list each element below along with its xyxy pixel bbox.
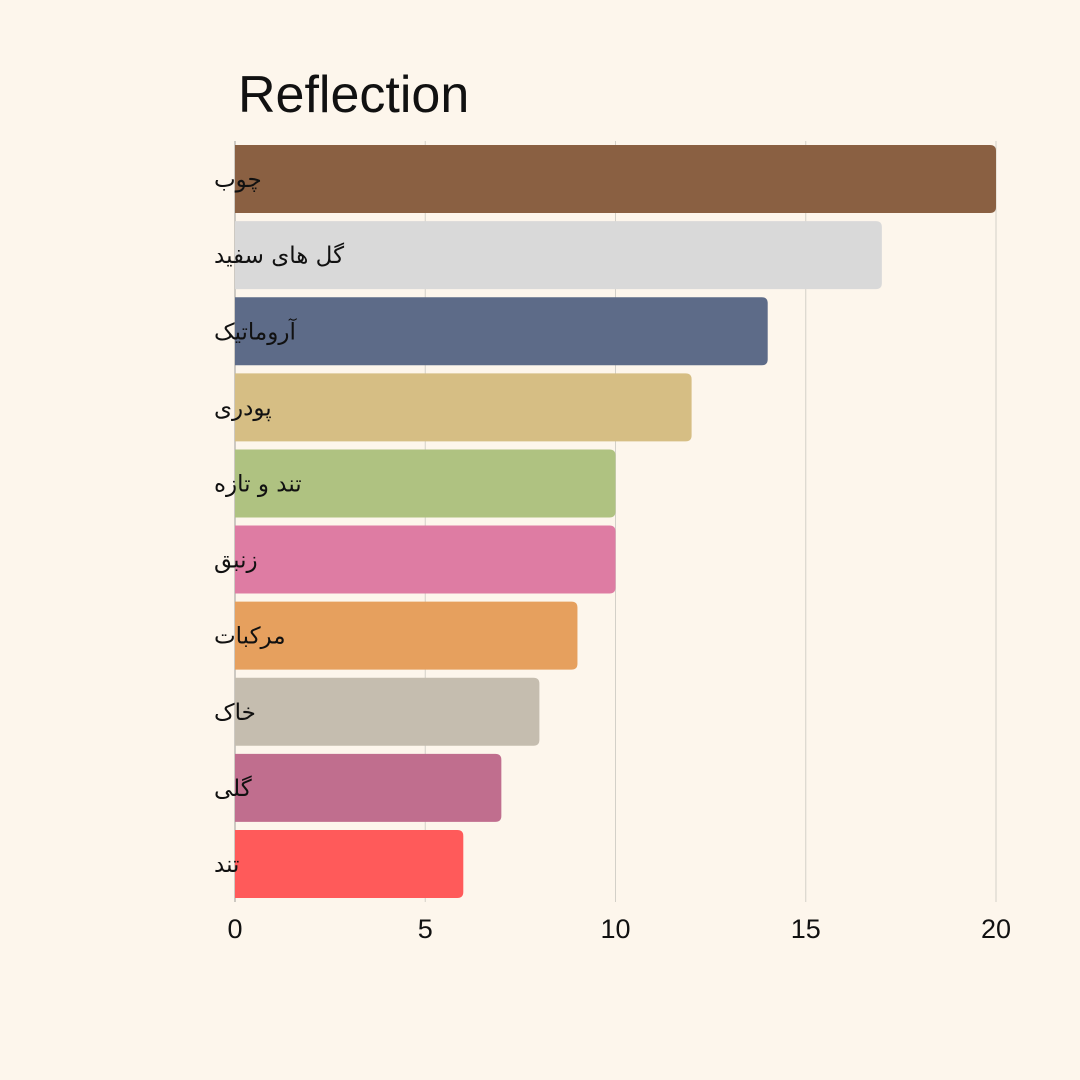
category-label-4: پودری [214,395,272,421]
category-label-10: تند [214,852,239,878]
bar-8 [235,677,540,746]
bar-2 [235,221,882,290]
category-label-6: زنبق [214,548,258,574]
bar-9 [235,753,502,822]
category-label-2: گل های سفید [214,242,344,269]
x-tick-label-0: 0 [227,914,242,944]
x-tick-label-5: 5 [418,914,433,944]
category-label-9: گلی [214,775,252,802]
x-tick-label-15: 15 [791,914,821,944]
bar-10 [235,829,464,898]
bar-7 [235,601,578,670]
bar-3 [235,297,768,366]
category-label-1: چوب [214,167,262,193]
category-label-3: آروماتیک [214,317,297,345]
bar-4 [235,373,692,442]
x-axis-ticks: 0 5 10 15 20 [227,914,1011,944]
category-label-8: خاک [214,700,256,726]
bars [235,145,996,898]
bar-5 [235,449,616,518]
category-label-7: مرکبات [214,624,286,650]
bar-6 [235,525,616,594]
x-tick-label-20: 20 [981,914,1011,944]
chart-title: Reflection [238,66,469,124]
x-tick-label-10: 10 [600,914,630,944]
bar-1 [235,145,996,214]
category-labels: چوب گل های سفید آروماتیک پودری تند و تازه زنب… [214,167,344,878]
category-label-5: تند و تازه [214,471,302,497]
